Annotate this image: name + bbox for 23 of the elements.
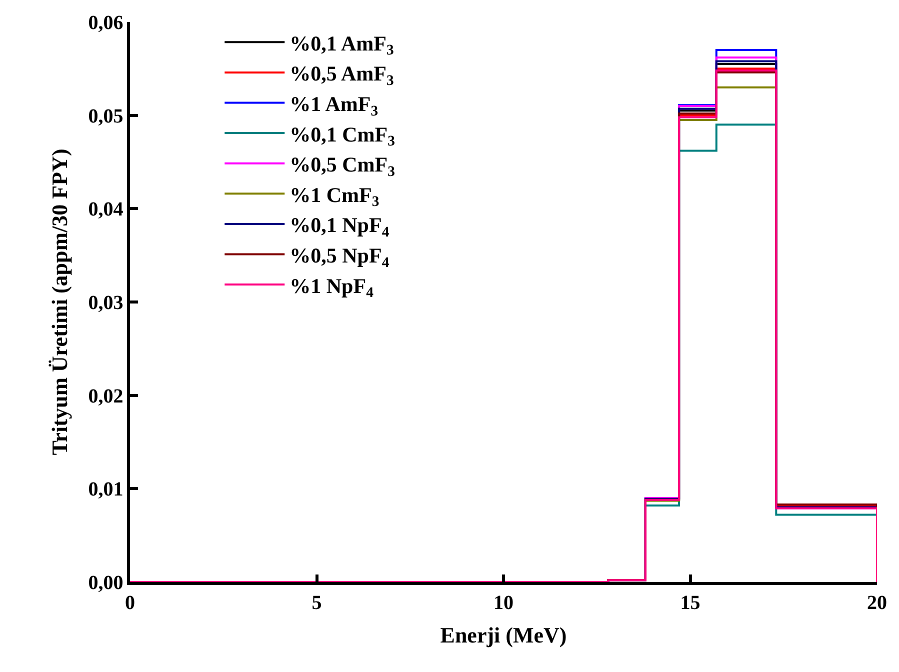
y-tick-label: 0,04 bbox=[88, 198, 124, 221]
x-tick-label: 10 bbox=[494, 592, 514, 614]
legend-label: %0,5 AmF$_{3}$ bbox=[290, 62, 394, 90]
legend-label: %0,5 NpF$_{4}$ bbox=[290, 243, 390, 271]
x-tick-label: 20 bbox=[867, 592, 887, 614]
legend-label: %1 AmF$_{3}$ bbox=[290, 92, 378, 120]
x-axis-title: Enerji (MeV) bbox=[440, 622, 567, 648]
legend-label: %0,1 AmF$_{3}$ bbox=[290, 31, 394, 59]
legend-label: %1 CmF$_{3}$ bbox=[290, 182, 380, 210]
y-tick-label: 0,06 bbox=[88, 12, 124, 34]
y-tick-label: 0,02 bbox=[88, 385, 124, 408]
y-tick-label: 0,01 bbox=[88, 478, 124, 501]
y-tick-label: 0,05 bbox=[88, 105, 124, 128]
y-tick-label: 0,03 bbox=[88, 292, 124, 314]
legend-label: %0,1 NpF$_{4}$ bbox=[290, 213, 390, 241]
y-tick-label: 0,00 bbox=[88, 572, 124, 594]
x-tick-label: 0 bbox=[125, 592, 135, 614]
x-tick-label: 5 bbox=[312, 592, 322, 614]
y-axis-title: Trityum Üretimi (appm/30 FPY) bbox=[47, 148, 72, 456]
legend-label: %1 NpF$_{4}$ bbox=[290, 274, 374, 302]
legend-label: %0,1 CmF$_{3}$ bbox=[290, 122, 395, 150]
x-tick-label: 15 bbox=[680, 592, 700, 614]
legend-label: %0,5 CmF$_{3}$ bbox=[290, 152, 395, 180]
